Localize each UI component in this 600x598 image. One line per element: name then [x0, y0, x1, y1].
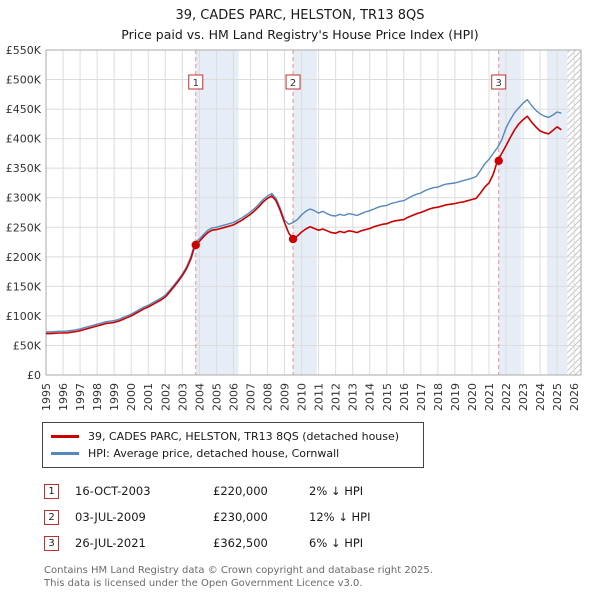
y-tick-label: £50K [13, 339, 42, 352]
x-tick-label: 2019 [449, 383, 462, 411]
transaction-price: £230,000 [213, 510, 268, 524]
y-tick-label: £450K [6, 103, 42, 116]
x-tick-label: 2016 [398, 383, 411, 411]
transaction-marker: 1 [44, 483, 59, 499]
hpi-line [46, 98, 562, 333]
x-tick-label: 2017 [415, 383, 428, 411]
transaction-row: 1 16-OCT-2003 £220,000 2% ↓ HPI [44, 478, 600, 504]
transaction-marker: 3 [44, 535, 59, 551]
page-subtitle: Price paid vs. HM Land Registry's House … [121, 27, 479, 42]
y-tick-label: £400K [6, 133, 42, 146]
footer-line-1: Contains HM Land Registry data © Crown c… [44, 565, 433, 576]
chart-area: 1995 1996 1997 1998 1999 2000 2001 2002 2003 2004… [0, 44, 600, 416]
legend-label-hpi: HPI: Average price, detached house, Corn… [88, 447, 340, 460]
x-tick-label: 2014 [364, 383, 377, 411]
x-tick-label: 2026 [568, 383, 581, 411]
transaction-date: 16-OCT-2003 [75, 484, 151, 498]
x-tick-label: 2001 [142, 383, 155, 411]
sale-number: 2 [290, 78, 296, 89]
sale-number-box [285, 74, 301, 90]
x-tick-label: 2021 [483, 383, 496, 411]
legend-item-property: 39, CADES PARC, HELSTON, TR13 8QS (detac… [51, 428, 415, 445]
x-tick-label: 2009 [279, 383, 292, 411]
transaction-marker: 2 [44, 509, 59, 525]
x-tick-label: 2003 [176, 383, 189, 411]
transaction-date: 03-JUL-2009 [75, 510, 146, 524]
sale-point [494, 156, 503, 165]
x-tick-label: 2024 [534, 383, 547, 411]
legend-label-property: 39, CADES PARC, HELSTON, TR13 8QS (detac… [88, 430, 400, 443]
x-tick-label: 2002 [159, 383, 172, 411]
x-tick-label: 2023 [517, 383, 530, 411]
x-tick-label: 2022 [500, 383, 513, 411]
x-tick-label: 1998 [91, 383, 104, 411]
sale-point [191, 240, 200, 250]
x-tick-label: 1999 [108, 383, 121, 411]
sale-number-box [188, 74, 204, 90]
y-tick-label: £200K [6, 251, 42, 264]
x-tick-label: 1996 [57, 383, 70, 411]
footer-line-2: This data is licensed under the Open Gov… [44, 578, 363, 589]
legend-item-hpi: HPI: Average price, detached house, Corn… [51, 445, 415, 462]
chart-legend: 39, CADES PARC, HELSTON, TR13 8QS (detac… [42, 422, 424, 468]
transaction-vs-hpi: 6% ↓ HPI [309, 536, 364, 550]
x-tick-label: 2008 [261, 383, 274, 411]
page-title: 39, CADES PARC, HELSTON, TR13 8QS [175, 8, 425, 23]
y-tick-label: £500K [6, 74, 42, 87]
shaded-band [195, 50, 239, 375]
x-tick-label: 1995 [40, 383, 53, 411]
y-tick-label: £0 [27, 369, 41, 382]
footer: Contains HM Land Registry data © Crown c… [44, 564, 600, 590]
x-tick-label: 2015 [381, 383, 394, 411]
x-tick-label: 2004 [193, 383, 206, 411]
plot-border [45, 49, 582, 376]
x-tick-label: 2025 [551, 383, 564, 411]
y-tick-label: £100K [6, 310, 42, 323]
x-tick-label: 2005 [210, 383, 223, 411]
transaction-price: £362,500 [213, 536, 268, 550]
y-tick-label: £250K [6, 221, 42, 234]
legend-swatch-property [51, 435, 79, 438]
transaction-row: 2 03-JUL-2009 £230,000 12% ↓ HPI [44, 504, 600, 530]
y-tick-label: £150K [6, 280, 42, 293]
transaction-row: 3 26-JUL-2021 £362,500 6% ↓ HPI [44, 530, 600, 556]
x-tick-label: 2006 [227, 383, 240, 411]
y-tick-label: £300K [6, 192, 42, 205]
sale-point [288, 234, 298, 244]
x-tick-label: 2013 [347, 383, 360, 411]
y-tick-label: £550K [6, 44, 42, 57]
property-price-line [46, 115, 562, 335]
transactions-list: 1 16-OCT-2003 £220,000 2% ↓ HPI 2 03-JUL-2009… [44, 478, 600, 556]
transaction-vs-hpi: 2% ↓ HPI [309, 484, 364, 498]
x-tick-label: 2000 [125, 383, 138, 411]
x-tick-label: 2012 [330, 383, 343, 411]
x-tick-label: 2007 [244, 383, 257, 411]
x-tick-label: 2018 [432, 383, 445, 411]
sale-number: 3 [496, 78, 502, 89]
price-chart-svg: 1995 1996 1997 1998 1999 2000 2001 2002 2003 2004… [6, 44, 582, 411]
transaction-vs-hpi: 12% ↓ HPI [309, 510, 371, 524]
x-tick-label: 2020 [466, 383, 479, 411]
sale-number-box [491, 74, 507, 90]
x-tick-label: 1997 [74, 383, 87, 411]
x-tick-label: 2011 [313, 383, 326, 411]
shaded-band [498, 50, 522, 375]
legend-swatch-hpi [51, 452, 79, 455]
transaction-date: 26-JUL-2021 [75, 536, 146, 550]
sale-number: 1 [193, 78, 199, 89]
y-tick-label: £350K [6, 162, 42, 175]
page: 39, CADES PARC, HELSTON, TR13 8QS Price … [0, 8, 600, 590]
transaction-price: £220,000 [213, 484, 268, 498]
x-tick-label: 2010 [296, 383, 309, 411]
